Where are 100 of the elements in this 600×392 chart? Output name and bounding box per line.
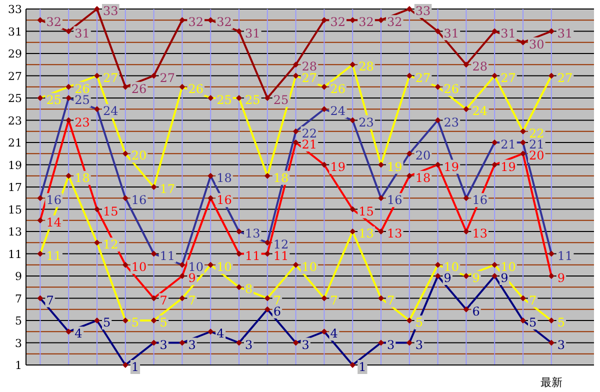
data-label: 16	[46, 193, 62, 208]
point	[520, 39, 526, 46]
point	[236, 28, 242, 34]
data-label: 31	[500, 26, 516, 40]
data-label: 21	[529, 138, 544, 152]
y-tick-label: 3	[15, 336, 22, 350]
data-label: 9	[557, 271, 566, 285]
y-tick-label: 29	[8, 48, 22, 60]
data-label: 27	[160, 70, 176, 85]
data-label: 16	[216, 193, 232, 208]
data-label: 22	[302, 126, 318, 140]
y-tick-label: 27	[8, 70, 22, 83]
data-label: 27	[500, 70, 516, 85]
data-label: 19	[500, 160, 516, 174]
data-label: 1	[131, 360, 140, 374]
data-label: 18	[273, 170, 289, 185]
data-label: 28	[472, 60, 488, 74]
data-label: 25	[245, 93, 260, 107]
data-label: 7	[188, 293, 196, 308]
data-label: 26	[188, 82, 204, 96]
y-tick-label: 13	[8, 226, 22, 238]
x-tick-label: 最新	[540, 376, 562, 389]
point	[292, 62, 299, 68]
data-label: 18	[74, 170, 90, 185]
y-tick-label: 17	[8, 181, 22, 194]
data-label: 25	[216, 93, 232, 107]
data-label: 10	[131, 260, 147, 274]
data-label: 27	[103, 70, 118, 85]
data-label: 30	[529, 37, 544, 52]
data-label: 32	[387, 15, 402, 30]
y-tick-label: 19	[8, 158, 22, 172]
data-label: 11	[46, 248, 62, 263]
data-label: 19	[387, 160, 402, 174]
data-label: 18	[216, 170, 232, 185]
data-label: 5	[131, 316, 140, 330]
data-label: 5	[557, 316, 566, 330]
point	[463, 62, 470, 68]
data-label: 11	[160, 248, 176, 263]
data-label: 8	[245, 282, 253, 296]
data-label: 3	[245, 338, 253, 352]
data-label: 13	[472, 226, 488, 240]
data-label: 3	[415, 338, 424, 352]
y-tick-label: 5	[15, 314, 22, 328]
data-label: 16	[131, 193, 147, 208]
data-label: 33	[103, 4, 118, 18]
data-label: 20	[415, 148, 431, 163]
data-label: 26	[74, 82, 90, 96]
data-label: 11	[273, 248, 289, 263]
data-label: 27	[302, 70, 318, 85]
point	[66, 28, 72, 34]
data-label: 7	[273, 293, 282, 308]
data-label: 27	[415, 70, 431, 85]
data-label: 31	[245, 26, 260, 40]
data-label: 21	[500, 138, 516, 152]
data-label: 26	[444, 82, 460, 96]
data-label: 21	[302, 138, 318, 152]
data-label: 9	[444, 271, 452, 285]
data-label: 9	[188, 271, 196, 285]
data-label: 33	[415, 4, 431, 18]
data-label: 31	[74, 26, 90, 40]
data-label: 32	[188, 15, 204, 30]
data-label: 23	[444, 115, 460, 130]
y-tick-label: 21	[8, 136, 22, 150]
point	[492, 28, 498, 34]
data-label: 20	[131, 148, 147, 163]
data-label: 20	[529, 148, 544, 163]
data-label: 6	[472, 304, 480, 318]
data-label: 23	[74, 115, 90, 130]
data-label: 27	[557, 70, 573, 85]
data-label: 13	[245, 226, 260, 240]
data-label: 3	[160, 338, 168, 352]
data-label: 32	[216, 15, 232, 30]
y-tick-label: 7	[15, 292, 22, 306]
data-label: 19	[330, 160, 346, 174]
data-label: 16	[387, 193, 402, 208]
data-label: 4	[330, 326, 338, 341]
data-label: 24	[103, 104, 119, 118]
data-label: 28	[302, 60, 318, 74]
data-label: 26	[330, 82, 346, 96]
data-label: 10	[216, 260, 232, 274]
data-label: 11	[557, 248, 573, 263]
point	[406, 6, 412, 12]
data-label: 26	[131, 82, 147, 96]
data-label: 10	[500, 260, 516, 274]
data-label: 25	[273, 93, 289, 107]
data-label: 3	[302, 338, 310, 352]
data-label: 17	[160, 182, 176, 196]
point	[378, 17, 384, 24]
data-label: 7	[387, 293, 395, 308]
data-label: 5	[529, 316, 537, 330]
data-label: 7	[529, 293, 537, 308]
data-label: 7	[330, 293, 338, 308]
point	[94, 6, 100, 12]
point	[264, 95, 270, 101]
point	[150, 72, 157, 79]
data-label: 10	[302, 260, 318, 274]
data-label: 19	[444, 160, 460, 174]
data-label: 25	[74, 93, 90, 107]
y-tick-label: 15	[8, 203, 22, 216]
data-label: 6	[273, 304, 282, 318]
